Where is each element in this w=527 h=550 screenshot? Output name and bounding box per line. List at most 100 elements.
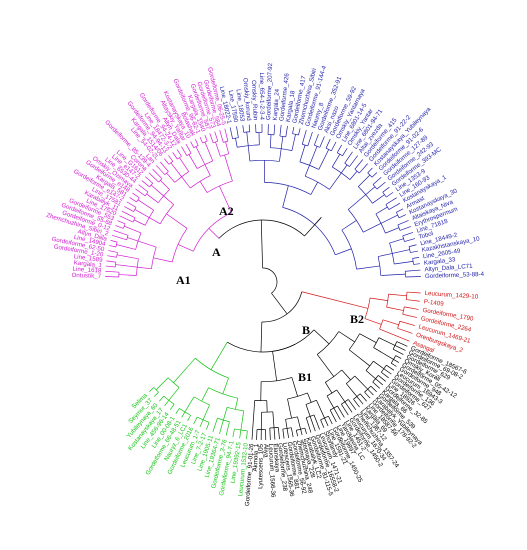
branch-segment (107, 255, 117, 258)
branch-arc (412, 258, 414, 265)
branch-segment (372, 194, 385, 204)
branch-segment (335, 248, 352, 256)
node-label-A2: A2 (219, 204, 234, 218)
branch-segment (127, 237, 139, 242)
branch-segment (225, 141, 230, 154)
branch-segment (359, 333, 377, 343)
branch-segment (184, 396, 195, 413)
branch-segment (336, 389, 346, 403)
branch-segment (392, 348, 404, 355)
branch-segment (199, 181, 208, 193)
branch-segment (132, 192, 140, 199)
branch-segment (388, 202, 401, 210)
branch-segment (279, 125, 282, 137)
branch-segment (300, 429, 303, 436)
branch-segment (247, 145, 251, 162)
branch-arc (220, 153, 229, 157)
branch-segment (155, 377, 169, 391)
branch-segment (372, 381, 381, 389)
branch-arc (132, 217, 136, 223)
branch-segment (251, 400, 256, 440)
branch-arc (381, 364, 387, 373)
branch-segment (385, 227, 400, 234)
branch-segment (386, 306, 404, 311)
branch-segment (397, 328, 413, 334)
branch-segment (341, 403, 349, 416)
branch-segment (379, 328, 410, 342)
branch-segment (359, 163, 368, 174)
branch-segment (353, 398, 360, 408)
branch-arc (167, 377, 180, 388)
branch-segment (319, 136, 325, 148)
leaf-labels: Line_18022-1Line_17590Line_18053Omskiy_k… (45, 62, 484, 506)
branch-segment (386, 364, 395, 371)
leaf-label: Aliya (262, 444, 269, 458)
branch-arc (344, 162, 350, 167)
branch-segment (394, 345, 406, 351)
branch-arc (285, 416, 298, 420)
branch-segment (269, 134, 272, 148)
branch-arc (262, 267, 278, 294)
branch-segment (181, 146, 188, 156)
leaf-label: Kargala_18 (285, 90, 297, 123)
branch-segment (105, 270, 120, 273)
branch-segment (242, 125, 245, 133)
branch-segment (341, 369, 351, 381)
branch-segment (285, 419, 288, 429)
branch-segment (324, 417, 329, 427)
branch-segment (412, 257, 420, 259)
branch-segment (392, 249, 410, 254)
branch-segment (348, 399, 357, 411)
branch-arc (325, 369, 343, 383)
branch-segment (166, 172, 176, 183)
branch-arc (282, 427, 292, 430)
branch-arc (144, 209, 154, 226)
branch-segment (391, 362, 397, 367)
branch-segment (378, 253, 393, 257)
leaf-label: Gordeiforme_207-92 (265, 62, 274, 120)
branch-segment (325, 138, 331, 149)
branch-segment (164, 158, 170, 165)
branch-segment (318, 149, 330, 170)
branch-segment (320, 419, 325, 428)
branch-segment (121, 210, 136, 219)
branch-segment (342, 148, 348, 156)
branch-segment (172, 152, 178, 160)
branch-segment (282, 185, 289, 208)
branch-segment (105, 265, 116, 268)
branch-arc (372, 184, 378, 190)
branch-segment (291, 134, 296, 151)
branch-segment (386, 192, 394, 198)
branch-segment (208, 228, 220, 239)
branch-segment (309, 416, 316, 432)
branch-segment (260, 321, 263, 352)
branch-arc (364, 297, 371, 319)
branch-segment (408, 244, 417, 247)
branch-segment (222, 377, 229, 394)
branch-arc (348, 209, 364, 233)
branch-segment (375, 378, 384, 386)
leaf-label: Kargala_24 (272, 88, 281, 121)
branch-arc (133, 207, 137, 212)
leaf-label: Lyutescens_105 (257, 443, 265, 488)
leaf-label: Line_18053 (235, 89, 246, 123)
branch-segment (141, 180, 150, 188)
branch-segment (329, 409, 337, 423)
branch-arc (159, 204, 174, 224)
branch-segment (310, 181, 319, 195)
branch-segment (260, 220, 263, 269)
leaf-label: Altyn_Dala_LC71 (424, 263, 473, 274)
branch-segment (373, 347, 394, 360)
branch-arc (153, 387, 159, 393)
leaf-label: Omskiy_Rubin (250, 80, 259, 121)
branch-segment (137, 266, 152, 270)
leaf-label: Akmola_1 (252, 443, 260, 471)
branch-segment (381, 371, 389, 379)
branch-segment (301, 291, 369, 309)
branch-segment (364, 318, 382, 325)
branch-segment (176, 149, 182, 157)
branch-segment (396, 341, 408, 347)
branch-segment (119, 215, 134, 223)
branch-segment (135, 188, 146, 197)
